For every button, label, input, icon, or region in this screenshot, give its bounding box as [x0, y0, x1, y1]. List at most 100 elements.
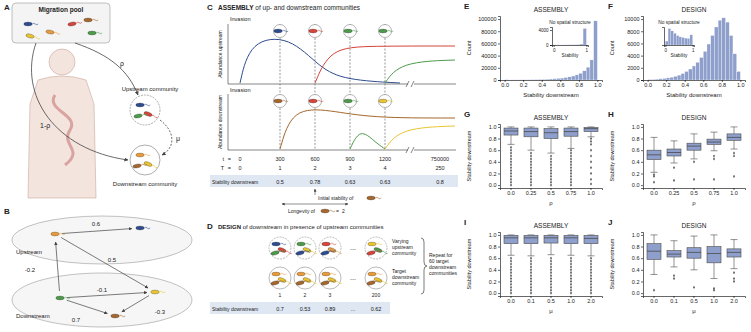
bar [564, 78, 568, 80]
whisker-cap [711, 132, 718, 133]
bacterium [270, 249, 285, 256]
chart-h: 0.00.250.50.751.00.00.20.40.60.81.0HDESI… [608, 110, 746, 206]
panel-a: AMigration poolρ1-ρUpstream communityμDo… [4, 3, 180, 198]
outlier [510, 265, 512, 268]
tick: 0.2 [520, 80, 528, 88]
flagellum [305, 273, 311, 275]
whisker-low [531, 137, 532, 150]
bacterium [46, 29, 61, 35]
whisker-high [734, 240, 735, 249]
bacterium-body [344, 29, 352, 33]
outlier [570, 259, 572, 262]
whisker-cap [711, 234, 718, 235]
outlier [570, 151, 572, 154]
tick-mark [641, 127, 643, 128]
tick: 8000 [627, 28, 643, 34]
tick: 0.8 [489, 136, 500, 142]
tick: 0.0 [650, 296, 658, 304]
tick-label: 6000 [627, 41, 639, 47]
outlier [590, 143, 592, 146]
whisker-low [571, 244, 572, 256]
tick: 0.2 [489, 279, 500, 285]
outlier [570, 291, 572, 294]
bacterium [309, 29, 323, 33]
bacterium [151, 290, 165, 294]
tick: 1.0 [632, 232, 643, 238]
bar [527, 79, 531, 80]
downstream-ellipse [12, 273, 192, 327]
outlier [510, 146, 512, 149]
bacterium [136, 226, 150, 230]
outlier [550, 289, 552, 292]
community-index: 3 [329, 292, 332, 298]
schematic-abundance [385, 60, 455, 83]
tick-label: 0.6 [700, 82, 708, 88]
bacterium [272, 242, 286, 246]
bacterium-body [134, 113, 143, 118]
tick-label: 1.0 [737, 82, 745, 88]
bar [684, 38, 687, 45]
panel-letter: J [608, 218, 612, 227]
outlier [530, 154, 532, 157]
panel-c: CASSEMBLY of up- and downstream communit… [207, 3, 458, 214]
invasion-time [350, 24, 351, 150]
whisker-cap [711, 150, 718, 151]
bacterium-body [368, 272, 376, 276]
tick-mark [641, 43, 643, 44]
whisker-cap [691, 269, 698, 270]
bacterium [270, 279, 285, 286]
bacterium-body [272, 272, 280, 276]
outlier [570, 172, 572, 175]
median [564, 237, 578, 238]
bar [679, 37, 682, 45]
pointer-arrow [315, 189, 316, 195]
boxes [647, 235, 741, 292]
bacterium-body [143, 161, 152, 167]
invasion-icon [274, 95, 287, 108]
bar [523, 79, 527, 80]
outlier [510, 151, 512, 154]
bar [722, 18, 726, 80]
outlier [530, 181, 532, 184]
whisker-cap [691, 236, 698, 237]
label: Longevity of [288, 208, 316, 214]
label: Invasion [230, 87, 251, 93]
median [504, 237, 518, 238]
bar [549, 79, 553, 80]
interaction-weight: 0.5 [108, 257, 117, 263]
tick-label: 1.0 [594, 82, 602, 88]
tick: 0.6 [632, 147, 643, 153]
tick: 0.1 [527, 296, 535, 304]
bar [553, 79, 557, 80]
whisker-high [674, 141, 675, 149]
tick-mark [641, 258, 643, 259]
boxes [504, 127, 598, 187]
stability-value: 0.7 [276, 306, 284, 312]
outlier [550, 160, 552, 163]
bacterium-body [368, 242, 376, 246]
bar [557, 44, 560, 45]
outlier [510, 280, 512, 283]
tick: 0.8 [489, 244, 500, 250]
outlier [510, 154, 512, 157]
outlier [530, 257, 532, 260]
bacterium-body [344, 99, 352, 103]
time-step: 1 [278, 165, 281, 171]
bacterium [295, 279, 310, 286]
outlier [570, 271, 572, 274]
bacterium [133, 162, 148, 168]
stability-value: 0.78 [310, 179, 321, 185]
stability-value: 0.62 [371, 306, 382, 312]
outlier [550, 169, 552, 172]
tick-label: 0.0 [489, 290, 497, 296]
bacterium [373, 247, 388, 255]
flagellum [311, 251, 317, 254]
outlier [590, 286, 592, 289]
tick: 0.5 [690, 296, 698, 304]
flagellum [142, 113, 148, 116]
bar [580, 44, 583, 45]
tick-label: 1.0 [567, 298, 575, 304]
interaction-weight: 0.6 [92, 221, 101, 227]
x-axis: 0.00.250.50.751.0 [644, 188, 746, 196]
tick-mark [641, 173, 643, 174]
